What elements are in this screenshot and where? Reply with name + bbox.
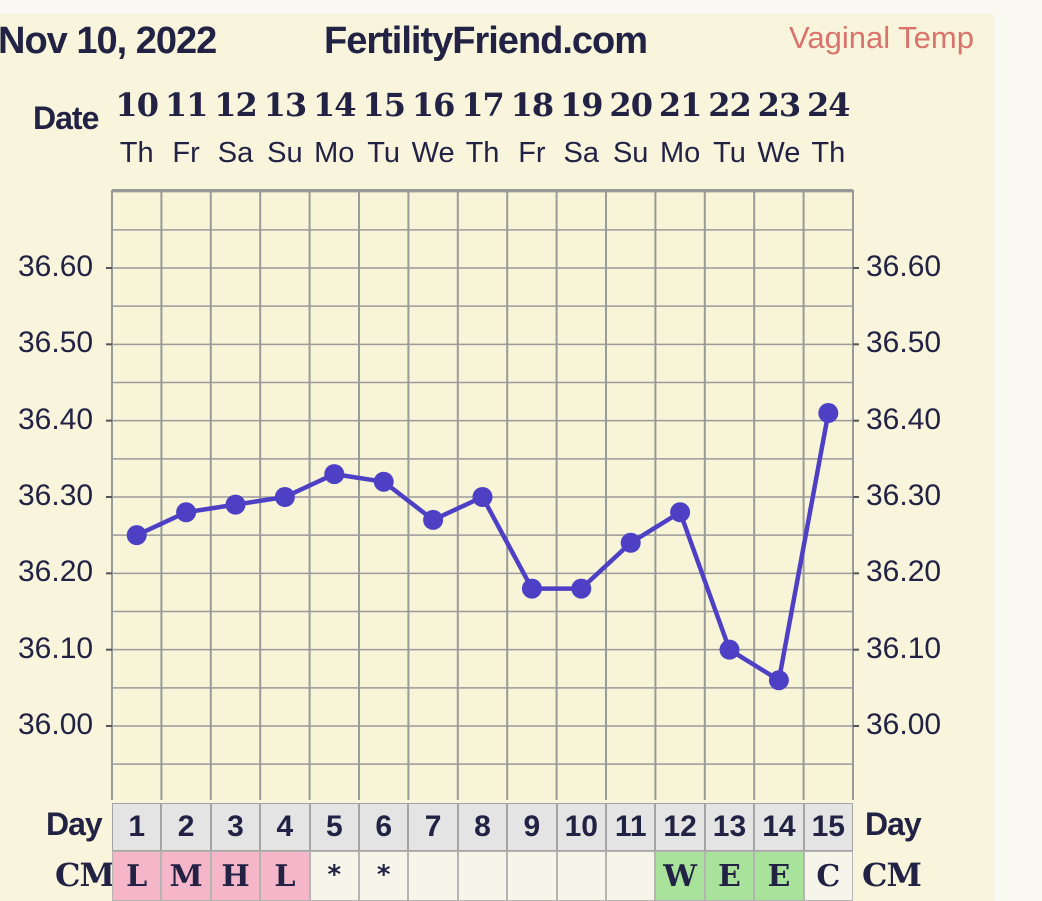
- site-title: FertilityFriend.com: [324, 20, 648, 62]
- temperature-point: [818, 403, 839, 424]
- cycle-day-cell: 4: [260, 803, 310, 851]
- weekday-label: Th: [465, 137, 500, 169]
- cycle-day-cell: 13: [704, 803, 755, 851]
- date-label: 19: [560, 86, 604, 124]
- temperature-point: [521, 578, 542, 599]
- date-label: 23: [757, 86, 802, 124]
- date-label: 12: [214, 86, 258, 124]
- temperature-point: [126, 525, 147, 546]
- temperature-point: [768, 670, 789, 691]
- y-tick-label-right: 36.00: [866, 708, 942, 741]
- temperature-point: [571, 578, 592, 599]
- cycle-day-cell: 7: [408, 803, 458, 851]
- cm-cell: C: [803, 851, 853, 901]
- y-tick-label-left: 36.00: [18, 708, 94, 741]
- date-label: 10: [115, 86, 159, 124]
- date-label: 22: [708, 86, 752, 124]
- cm-cell: M: [161, 851, 211, 901]
- y-tick-label-left: 36.10: [18, 631, 94, 665]
- temperature-point: [176, 502, 197, 523]
- cm-cell: *: [309, 851, 359, 901]
- weekday-label: Th: [119, 137, 154, 169]
- temperature-point: [373, 471, 394, 492]
- y-tick-label-left: 36.50: [18, 326, 94, 360]
- weekday-label: Mo: [314, 137, 355, 169]
- date-label: 20: [609, 86, 653, 124]
- temperature-mode-label: Vaginal Temp: [789, 20, 974, 55]
- cycle-day-cell: 8: [457, 803, 508, 851]
- weekday-label: Mo: [659, 137, 701, 169]
- cycle-day-cell: 9: [507, 803, 557, 851]
- weekday-label: Fr: [172, 137, 200, 169]
- y-tick-label-right: 36.60: [866, 250, 942, 283]
- y-tick-label-right: 36.20: [866, 555, 942, 589]
- y-tick-label-left: 36.60: [18, 250, 94, 283]
- cm-cell: L: [112, 851, 162, 901]
- weekday-label: Tu: [367, 137, 401, 169]
- temperature-point: [225, 494, 246, 515]
- cycle-day-cell: 2: [161, 803, 211, 851]
- cm-cell: [556, 851, 606, 901]
- cm-row-label-left: CM: [55, 856, 115, 894]
- cm-cell: W: [655, 851, 705, 901]
- cm-cell: *: [359, 851, 409, 901]
- cycle-day-cell: 6: [359, 803, 409, 851]
- temperature-point: [274, 487, 295, 507]
- weekday-label: Su: [612, 137, 649, 169]
- cycle-day-cell: 12: [655, 803, 705, 851]
- cm-cell: [507, 851, 557, 901]
- date-label: 15: [362, 86, 406, 124]
- date-label: 18: [510, 86, 555, 124]
- date-label: 13: [263, 86, 308, 124]
- y-tick-label-right: 36.40: [866, 402, 942, 436]
- y-tick-label-left: 36.20: [18, 555, 94, 589]
- cm-cell: H: [210, 851, 261, 901]
- date-row-label: Date: [33, 100, 99, 136]
- date-label: 14: [313, 86, 357, 124]
- weekday-label: We: [757, 137, 801, 169]
- weekday-label: Sa: [563, 137, 600, 169]
- date-label: 16: [411, 86, 456, 124]
- cm-row-label-right: CM: [862, 856, 922, 894]
- cycle-day-cell: 3: [210, 803, 261, 851]
- y-tick-label-right: 36.10: [866, 631, 942, 665]
- weekday-label: We: [411, 137, 455, 169]
- chart-start-date: Nov 10, 2022: [0, 20, 217, 62]
- date-label: 21: [658, 86, 703, 124]
- weekday-label: Su: [267, 137, 303, 169]
- cm-cell: E: [704, 851, 755, 901]
- y-tick-label-right: 36.50: [866, 326, 942, 360]
- cycle-day-cell: 10: [556, 803, 606, 851]
- date-label: 24: [807, 86, 851, 124]
- temperature-point: [719, 639, 740, 660]
- y-tick-label-left: 36.30: [18, 479, 94, 512]
- cycle-day-cell: 5: [309, 803, 359, 851]
- weekday-label: Th: [811, 137, 846, 169]
- weekday-label: Fr: [518, 137, 546, 169]
- date-label: 11: [164, 86, 209, 124]
- day-row-label-right: Day: [865, 806, 922, 842]
- temperature-point: [620, 532, 641, 553]
- day-row-label-left: Day: [46, 806, 103, 842]
- weekday-label: Tu: [713, 137, 746, 169]
- temperature-point: [472, 487, 493, 507]
- cycle-day-cell: 1: [112, 803, 162, 851]
- cycle-day-cell: 14: [754, 803, 804, 851]
- weekday-label: Sa: [217, 137, 254, 169]
- temperature-point: [670, 502, 691, 523]
- y-tick-label-left: 36.40: [18, 402, 94, 436]
- cycle-day-cell: 11: [606, 803, 656, 851]
- cm-cell: L: [260, 851, 310, 901]
- temperature-point: [324, 464, 345, 485]
- temperature-point: [423, 509, 444, 530]
- y-tick-label-right: 36.30: [866, 479, 942, 512]
- cycle-day-cell: 15: [803, 803, 853, 851]
- date-label: 17: [461, 86, 505, 124]
